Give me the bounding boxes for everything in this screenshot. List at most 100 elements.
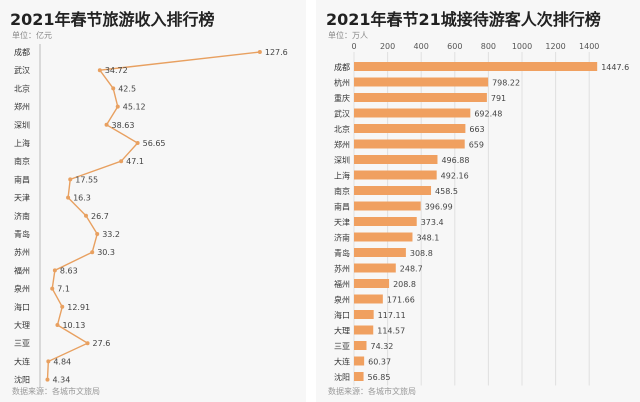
visitors-city-label: 海口: [334, 310, 350, 320]
revenue-value-label: 7.1: [57, 285, 70, 294]
visitors-value-label: 117.11: [378, 311, 406, 320]
revenue-series-line: [46, 51, 260, 380]
visitors-value-label: 373.4: [421, 218, 444, 227]
visitors-city-label: 福州: [334, 280, 350, 289]
visitors-bar: [354, 186, 432, 195]
visitors-value-label: 492.16: [441, 172, 469, 181]
visitors-city-label: 上海: [334, 171, 350, 181]
visitors-city-label: 泉州: [334, 295, 350, 305]
revenue-city-label: 天津: [14, 193, 30, 203]
revenue-value-label: 12.91: [67, 303, 90, 312]
revenue-city-label: 南昌: [14, 174, 30, 184]
visitors-bar: [354, 77, 489, 87]
visitors-city-label: 武汉: [334, 109, 350, 119]
revenue-chart-title: 2021年春节旅游收入排行榜: [10, 10, 215, 29]
revenue-value-label: 56.65: [143, 139, 166, 148]
revenue-city-label: 青岛: [14, 229, 30, 239]
revenue-city-label: 北京: [14, 83, 30, 93]
visitors-bar: [354, 356, 365, 366]
revenue-point: [68, 177, 73, 182]
revenue-value-label: 33.2: [102, 230, 120, 239]
visitors-value-label: 208.8: [393, 280, 416, 289]
revenue-city-label: 南京: [14, 156, 30, 166]
visitors-value-label: 171.66: [387, 296, 415, 305]
visitors-bar-chart: 0 200 400 600 800 1000 1200 1400 成都 1447.6 杭州 798.2…: [334, 42, 629, 386]
visitors-bar: [354, 62, 598, 71]
revenue-city-label: 苏州: [14, 247, 30, 257]
visitors-city-label: 沈阳: [334, 372, 350, 382]
visitors-tick-label: 0: [351, 42, 356, 51]
revenue-city-label: 福州: [14, 266, 30, 275]
visitors-bar: [354, 279, 390, 288]
visitors-city-label: 济南: [334, 233, 350, 243]
visitors-tick-label: 1400: [579, 42, 599, 51]
visitors-bar: [354, 294, 383, 304]
revenue-city-label: 深圳: [14, 120, 30, 130]
visitors-bar: [354, 124, 466, 133]
visitors-tick-label: 200: [380, 42, 395, 51]
visitors-bar: [354, 108, 471, 118]
visitors-bar: [354, 263, 396, 273]
visitors-value-label: 56.85: [368, 373, 391, 382]
visitors-city-label: 大连: [334, 357, 350, 367]
visitors-value-label: 60.37: [368, 358, 391, 367]
revenue-value-label: 26.7: [91, 212, 109, 221]
revenue-value-label: 4.84: [53, 357, 71, 366]
visitors-tick-label: 1200: [545, 42, 565, 51]
visitors-bar: [354, 93, 487, 102]
revenue-city-label: 三亚: [14, 339, 30, 348]
visitors-value-label: 791: [491, 94, 506, 103]
revenue-city-label: 武汉: [14, 65, 30, 75]
visitors-city-label: 北京: [334, 124, 350, 134]
revenue-value-label: 47.1: [126, 157, 144, 166]
visitors-bar: [354, 372, 364, 381]
visitors-city-label: 南昌: [334, 202, 350, 212]
revenue-point: [90, 250, 95, 255]
revenue-value-label: 42.5: [118, 84, 136, 93]
visitors-value-label: 396.99: [425, 203, 453, 212]
revenue-city-label: 沈阳: [14, 375, 30, 385]
visitors-bar: [354, 170, 437, 180]
visitors-bar: [354, 310, 374, 319]
revenue-city-label: 济南: [14, 211, 30, 221]
visitors-panel: 2021年春节21城接待游客人次排行榜 单位：万人 0 200 400 600 800 1…: [316, 0, 640, 402]
visitors-city-label: 三亚: [334, 342, 350, 351]
revenue-value-label: 10.13: [62, 321, 85, 330]
revenue-value-label: 27.6: [93, 339, 111, 348]
revenue-point: [84, 213, 89, 218]
visitors-tick-label: 1000: [512, 42, 532, 51]
revenue-point: [111, 86, 116, 91]
revenue-city-label: 大理: [14, 320, 30, 330]
revenue-value-label: 16.3: [73, 194, 91, 203]
revenue-point: [52, 268, 57, 273]
visitors-city-label: 青岛: [334, 248, 350, 258]
revenue-city-label: 泉州: [14, 284, 30, 294]
revenue-unit-label: 单位：亿元: [12, 31, 52, 40]
revenue-value-label: 127.6: [265, 48, 288, 57]
visitors-city-label: 苏州: [334, 264, 350, 274]
visitors-city-label: 郑州: [334, 140, 350, 150]
visitors-city-label: 杭州: [334, 78, 350, 88]
visitors-value-label: 114.57: [377, 327, 405, 336]
revenue-point: [95, 232, 100, 236]
revenue-value-label: 30.3: [97, 248, 115, 257]
visitors-value-label: 74.32: [370, 342, 393, 351]
revenue-city-label: 上海: [14, 138, 30, 148]
revenue-point: [60, 304, 65, 309]
visitors-city-label: 天津: [334, 217, 350, 227]
revenue-city-label: 大连: [14, 356, 30, 366]
visitors-bar: [354, 325, 374, 335]
visitors-value-label: 308.8: [410, 249, 433, 258]
visitors-value-label: 348.1: [416, 234, 439, 243]
revenue-value-label: 17.55: [75, 175, 98, 184]
visitors-city-label: 重庆: [334, 93, 350, 103]
visitors-bar: [354, 232, 413, 242]
revenue-value-label: 45.12: [123, 103, 146, 112]
visitors-city-label: 成都: [334, 62, 350, 72]
revenue-point: [135, 141, 140, 145]
visitors-tick-label: 400: [414, 42, 429, 51]
visitors-bar: [354, 155, 438, 164]
revenue-point: [45, 377, 50, 382]
revenue-point: [115, 104, 120, 109]
revenue-point: [55, 323, 60, 327]
